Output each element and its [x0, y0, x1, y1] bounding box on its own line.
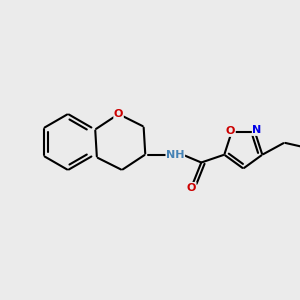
Text: N: N: [252, 125, 262, 135]
Text: O: O: [187, 182, 196, 193]
Text: O: O: [114, 109, 123, 119]
Text: NH: NH: [166, 149, 184, 160]
Text: O: O: [226, 126, 235, 136]
